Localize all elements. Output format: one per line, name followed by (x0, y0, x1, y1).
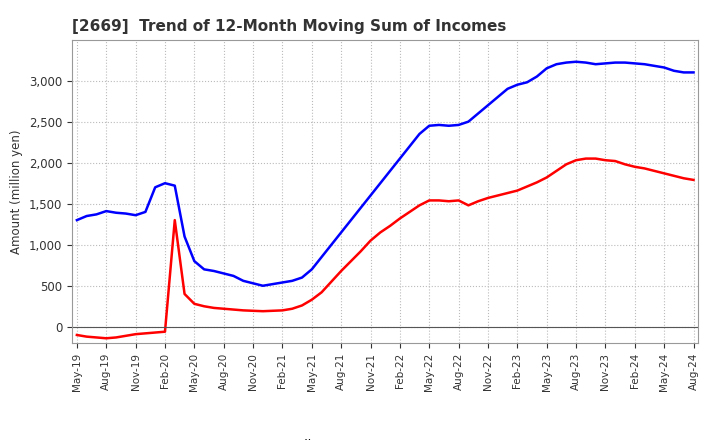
Net Income (102, 336, 111, 341)
Text: [2669]  Trend of 12-Month Moving Sum of Incomes: [2669] Trend of 12-Month Moving Sum of I… (72, 19, 506, 34)
Legend: Ordinary Income, Net Income: Ordinary Income, Net Income (238, 434, 532, 440)
Ordinary Income (484, 103, 492, 108)
Net Income (484, 195, 492, 201)
Y-axis label: Amount (million yen): Amount (million yen) (10, 129, 23, 253)
Net Income (161, 329, 169, 334)
Net Income (474, 198, 482, 204)
Ordinary Income (258, 283, 267, 288)
Net Income (73, 332, 81, 337)
Net Income (425, 198, 433, 203)
Net Income (689, 177, 698, 183)
Line: Net Income: Net Income (77, 158, 693, 338)
Ordinary Income (73, 217, 81, 223)
Net Income (582, 156, 590, 161)
Ordinary Income (474, 111, 482, 116)
Ordinary Income (337, 230, 346, 235)
Ordinary Income (689, 70, 698, 75)
Net Income (337, 268, 346, 274)
Ordinary Income (425, 123, 433, 128)
Ordinary Income (572, 59, 580, 64)
Net Income (386, 223, 395, 228)
Line: Ordinary Income: Ordinary Income (77, 62, 693, 286)
Ordinary Income (386, 168, 395, 173)
Ordinary Income (151, 185, 160, 190)
